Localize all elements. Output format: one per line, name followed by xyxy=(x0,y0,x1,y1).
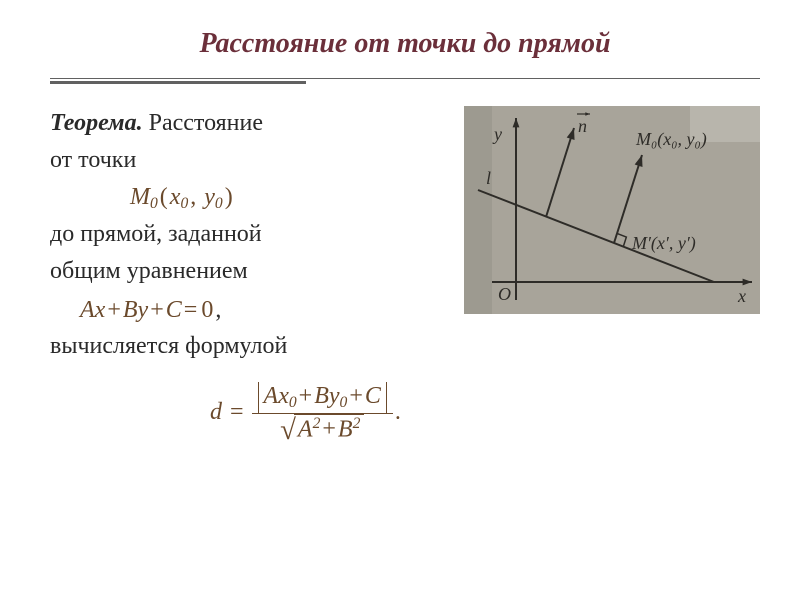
den-B: B xyxy=(338,416,353,442)
rule-thin xyxy=(50,78,760,79)
num-y0: y xyxy=(329,383,340,409)
svg-text:l: l xyxy=(486,168,491,188)
geometry-diagram: n y x l O M₀(x₀, y₀) M′(x′, y′) xyxy=(464,106,760,314)
m0-comma: , xyxy=(188,184,204,210)
abs-block: Ax0+By0+C xyxy=(258,382,387,413)
eq-plus2: + xyxy=(148,297,166,323)
content-row: Теорема. Расстояние от точки M0(x0, y0) … xyxy=(50,106,760,446)
eq-comma: , xyxy=(215,297,221,323)
theorem-line-1: Теорема. Расстояние xyxy=(50,106,444,141)
divider-rule xyxy=(50,78,760,84)
num-x0: x xyxy=(278,383,289,409)
m0-sub: 0 xyxy=(150,194,158,211)
eq-A: A xyxy=(80,297,95,323)
theorem-line-3: до прямой, заданной xyxy=(50,217,444,252)
num-B: B xyxy=(314,383,329,409)
text-column: Теорема. Расстояние от точки M0(x0, y0) … xyxy=(50,106,444,446)
theorem-line-4: общим уравнением xyxy=(50,254,444,289)
eq-eq: = xyxy=(182,297,200,323)
distance-formula: d = Ax0+By0+C √ A2+B2 xyxy=(50,382,444,445)
theorem-line-2: от точки xyxy=(50,143,444,178)
sqrt-body: A2+B2 xyxy=(294,414,364,445)
close-paren: ) xyxy=(223,184,235,210)
denominator: √ A2+B2 xyxy=(252,414,393,446)
m0-y-sub: 0 xyxy=(215,194,223,211)
m0-y: y xyxy=(204,184,215,210)
num-plus1: + xyxy=(297,383,315,409)
eq-plus1: + xyxy=(105,297,123,323)
num-plus2: + xyxy=(347,383,365,409)
eq-rhs: 0 xyxy=(199,297,215,323)
d-var: d xyxy=(210,399,222,425)
numerator: Ax0+By0+C xyxy=(252,382,393,414)
open-paren: ( xyxy=(158,184,170,210)
rule-thick xyxy=(50,81,306,84)
point-m0-formula: M0(x0, y0) xyxy=(50,180,444,216)
num-x0-sub: 0 xyxy=(289,394,297,411)
num-C: C xyxy=(365,383,381,409)
num-A: A xyxy=(264,383,279,409)
svg-text:x: x xyxy=(737,286,746,306)
svg-text:O: O xyxy=(498,284,511,304)
m0-math: M0(x0, y0) xyxy=(130,184,235,210)
d-eq: = xyxy=(228,399,246,425)
diagram-svg: n y x l O M₀(x₀, y₀) M′(x′, y′) xyxy=(464,106,760,314)
svg-text:M₀(x₀, y₀): M₀(x₀, y₀) xyxy=(635,129,707,150)
eq-B: B xyxy=(123,297,138,323)
page-title: Расстояние от точки до прямой xyxy=(50,28,760,60)
den-B2: 2 xyxy=(353,415,361,432)
line-equation: Ax+By+C=0, xyxy=(50,293,444,328)
theorem-lead: Теорема. xyxy=(50,110,143,136)
sqrt: √ A2+B2 xyxy=(280,414,364,445)
m0-M: M xyxy=(130,184,150,210)
formula-period: . xyxy=(393,399,403,425)
eq-math: Ax+By+C=0 xyxy=(80,297,215,323)
svg-text:n: n xyxy=(578,116,587,136)
svg-text:y: y xyxy=(492,124,502,144)
line1-rest: Расстояние xyxy=(143,110,263,136)
eq-x: x xyxy=(95,297,106,323)
eq-y: y xyxy=(138,297,149,323)
den-plus: + xyxy=(320,416,338,442)
theorem-line-5: вычисляется формулой xyxy=(50,329,444,364)
den-A: A xyxy=(298,416,313,442)
eq-C: C xyxy=(166,297,182,323)
m0-x: x xyxy=(170,184,181,210)
fraction: Ax0+By0+C √ A2+B2 xyxy=(252,382,393,445)
svg-text:M′(x′, y′): M′(x′, y′) xyxy=(631,233,696,254)
